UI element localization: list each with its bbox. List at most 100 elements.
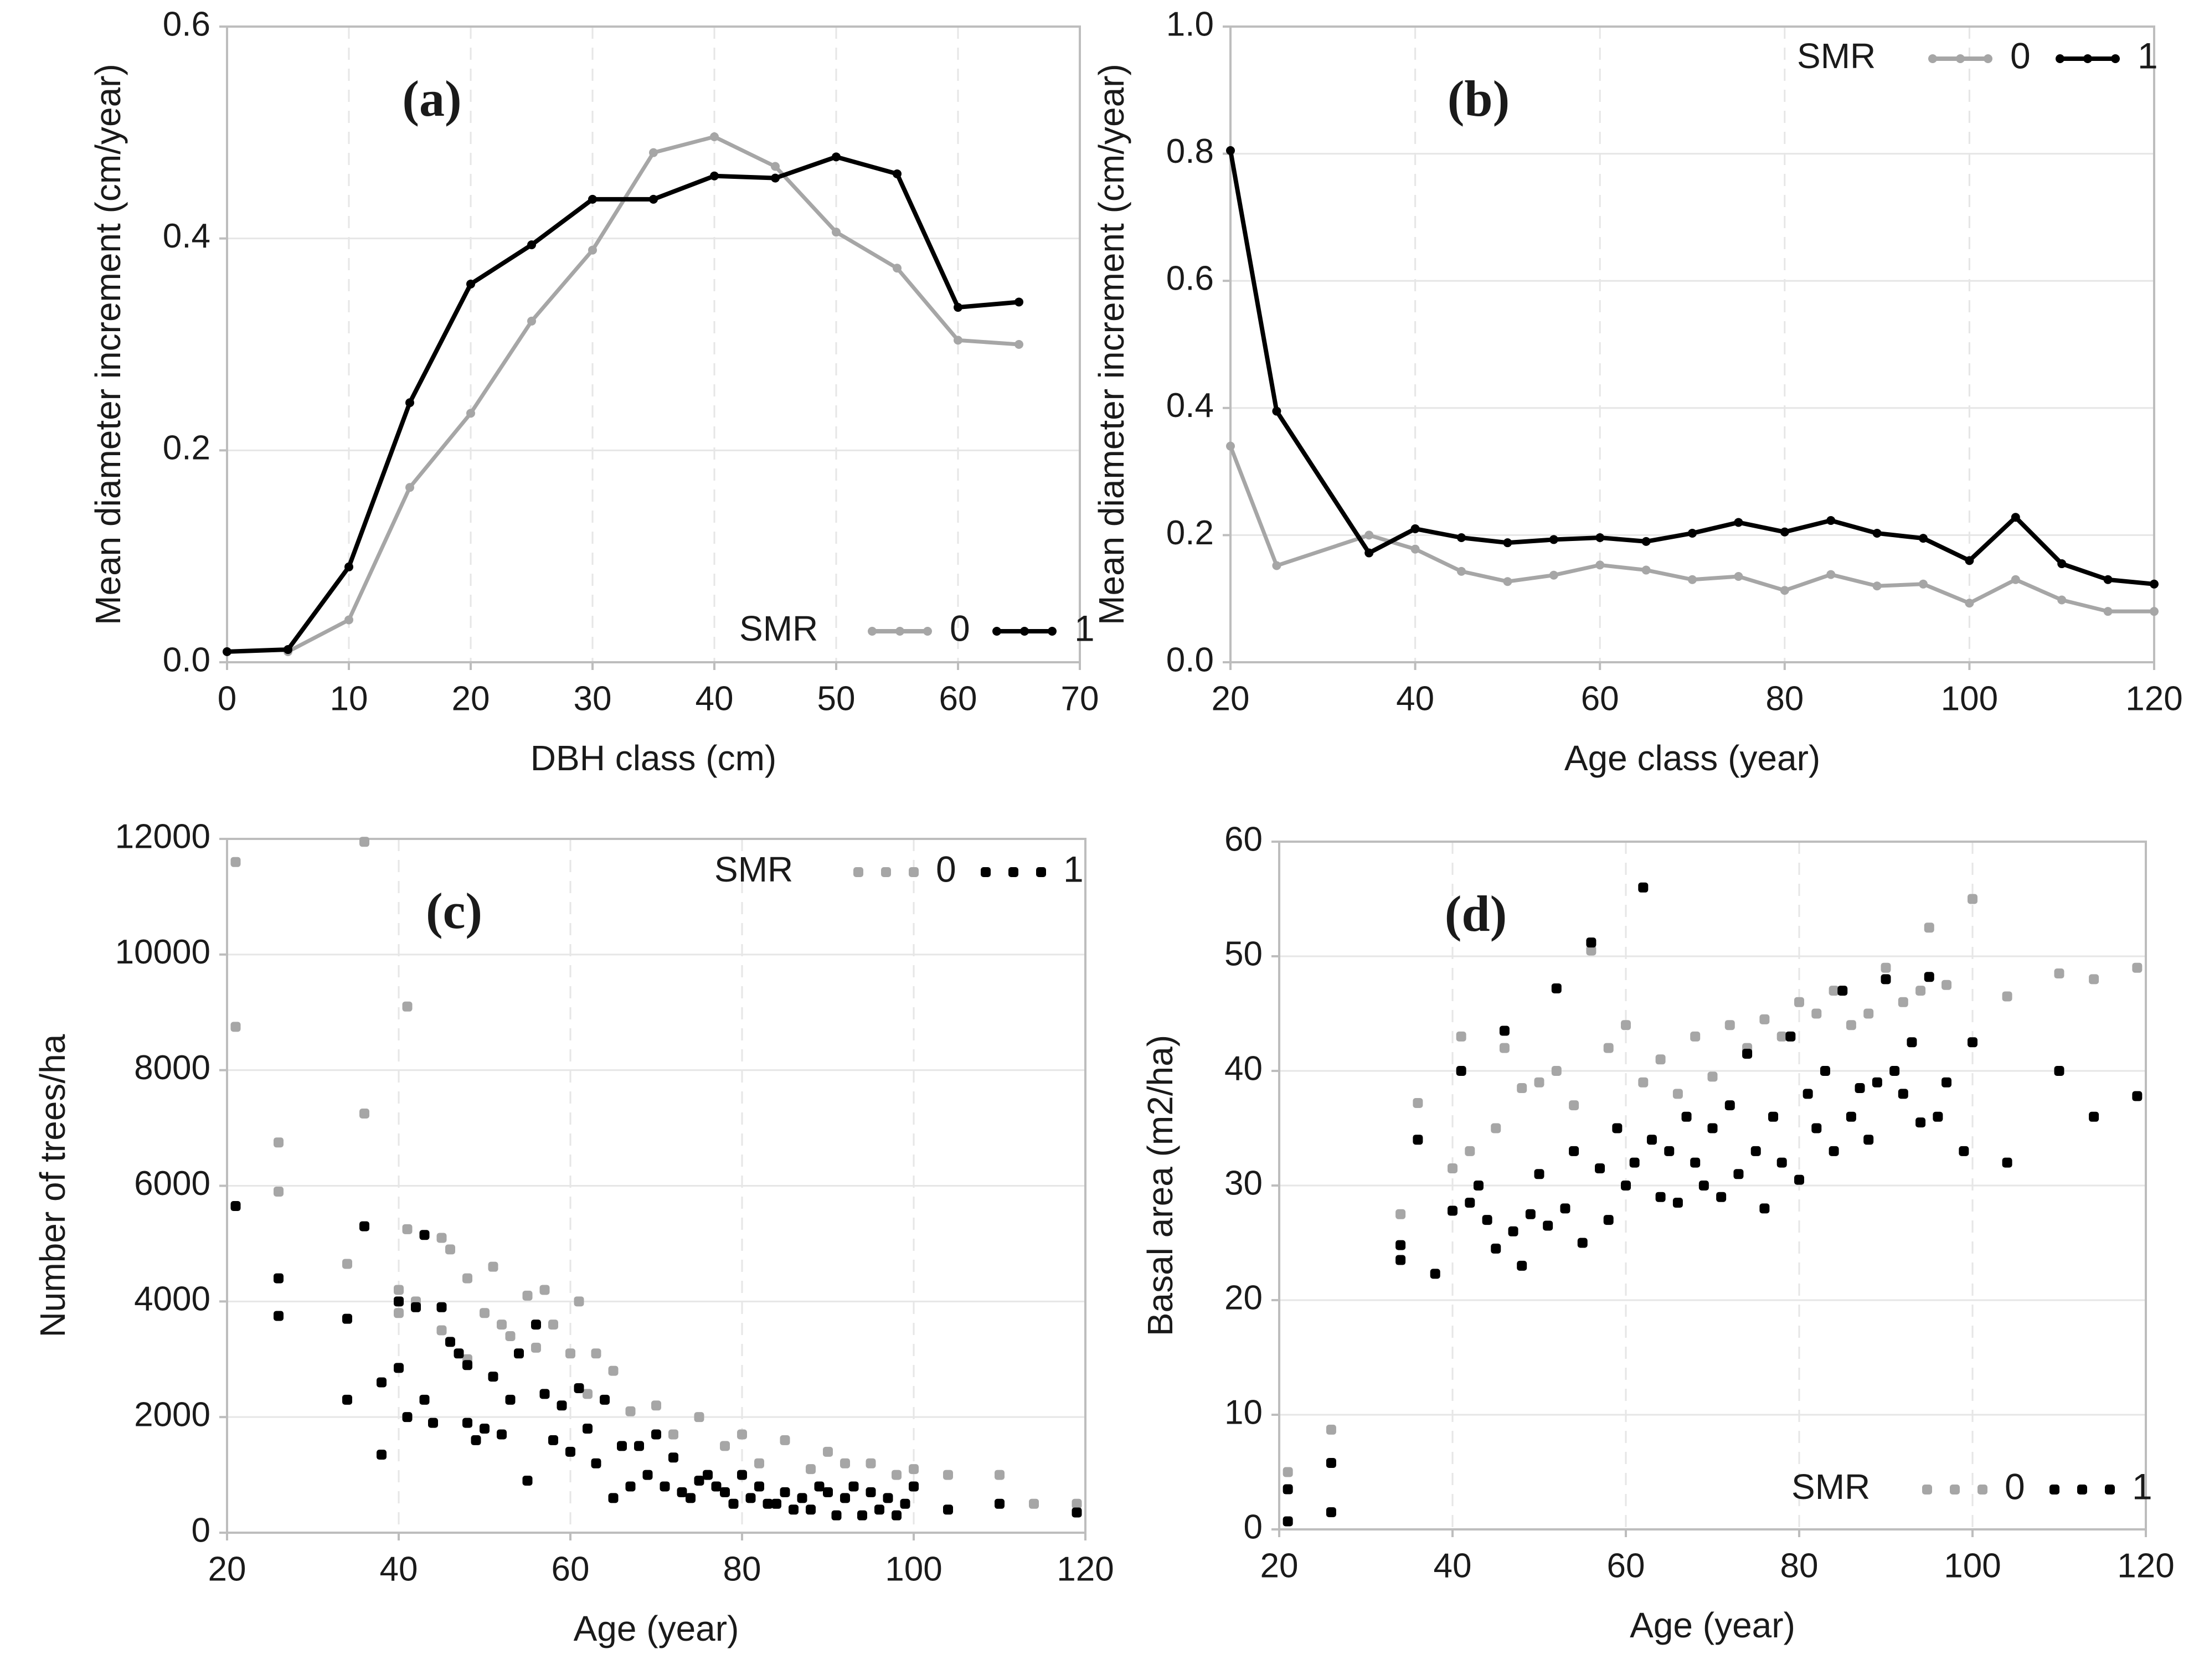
legend: SMR 0 1: [1797, 35, 2158, 76]
x-tick-label: 60: [939, 679, 977, 718]
y-tick-label: 0.6: [163, 5, 210, 43]
scatter-point-smr-1: [1072, 1507, 1082, 1518]
legend-swatch-smr-1: [2049, 1485, 2059, 1495]
scatter-point-smr-1: [1646, 1135, 1657, 1145]
scatter-point-smr-1: [505, 1394, 516, 1405]
scatter-point-smr-1: [686, 1493, 696, 1503]
scatter-point-smr-1: [1603, 1215, 1614, 1225]
x-tick-label: 10: [330, 679, 368, 718]
data-point-smr-0: [1503, 577, 1512, 586]
scatter-point-smr-0: [1551, 1066, 1562, 1076]
scatter-point-smr-0: [548, 1320, 558, 1330]
scatter-point-smr-0: [539, 1285, 550, 1295]
scatter-point-smr-1: [1499, 1025, 1510, 1036]
plot-frame: [1229, 25, 2155, 663]
scatter-point-smr-1: [823, 1487, 833, 1497]
scatter-point-smr-0: [1829, 986, 1839, 996]
data-point-smr-0: [1872, 581, 1882, 591]
scatter-point-smr-1: [583, 1424, 593, 1434]
scatter-point-smr-0: [943, 1470, 953, 1480]
x-tick-label: 80: [723, 1550, 761, 1588]
scatter-point-smr-1: [548, 1435, 558, 1445]
x-tick-label: 40: [1396, 679, 1434, 718]
legend-label-smr-1: 1: [1063, 848, 1084, 889]
scatter-point-smr-0: [1690, 1031, 1701, 1042]
scatter-point-smr-1: [1846, 1111, 1856, 1122]
scatter-point-smr-0: [625, 1406, 636, 1416]
x-tick-label: 50: [817, 679, 856, 718]
scatter-point-smr-1: [377, 1377, 387, 1388]
scatter-point-smr-1: [943, 1504, 953, 1515]
data-point-smr-0: [588, 245, 597, 255]
scatter-point-smr-0: [359, 837, 369, 847]
scatter-point-smr-1: [565, 1446, 575, 1457]
y-tick-label: 50: [1224, 935, 1263, 973]
scatter-point-smr-1: [1863, 1135, 1874, 1145]
scatter-point-smr-1: [1794, 1174, 1804, 1185]
y-axis-title: Mean diameter increment (cm/year): [1091, 64, 1131, 625]
legend-swatch-dot: [923, 627, 932, 636]
x-tick-label: 120: [1057, 1550, 1114, 1588]
x-tick-label: 40: [380, 1550, 418, 1588]
legend-swatch-smr-0: [1922, 1485, 1932, 1495]
scatter-point-smr-1: [634, 1441, 644, 1451]
y-axis-title: Number of trees/ha: [33, 1034, 73, 1337]
series-line-smr-0: [287, 135, 1019, 653]
scatter-point-smr-1: [359, 1221, 369, 1231]
scatter-point-smr-1: [1915, 1117, 1926, 1128]
data-point-smr-1: [1780, 527, 1789, 537]
scatter-point-smr-1: [471, 1435, 481, 1445]
scatter-point-smr-0: [531, 1342, 541, 1353]
legend-swatch-smr-0: [881, 867, 891, 877]
scatter-point-smr-1: [2132, 1091, 2143, 1101]
scatter-point-smr-0: [2132, 962, 2143, 973]
x-tick-label: 80: [1780, 1547, 1819, 1585]
scatter-point-smr-1: [1560, 1203, 1570, 1214]
data-point-smr-0: [527, 316, 536, 326]
scatter-point-smr-1: [1829, 1146, 1839, 1156]
scatter-point-smr-1: [1395, 1255, 1406, 1265]
legend-swatch-dot: [1048, 627, 1057, 636]
x-tick-label: 80: [1765, 679, 1804, 718]
scatter-point-smr-1: [668, 1452, 678, 1463]
data-point-smr-0: [1919, 579, 1928, 589]
scatter-point-smr-1: [342, 1394, 352, 1405]
panel-label: (a): [402, 70, 461, 127]
legend-label-smr-0: 0: [936, 848, 956, 889]
y-tick-label: 8000: [134, 1049, 210, 1087]
scatter-point-smr-0: [1638, 1077, 1649, 1088]
legend-swatch-dot: [2083, 54, 2092, 63]
x-tick-label: 60: [1581, 679, 1619, 718]
scatter-point-smr-1: [1768, 1111, 1779, 1122]
scatter-point-smr-0: [1603, 1043, 1614, 1053]
data-point-smr-0: [1965, 599, 1974, 608]
scatter-point-smr-1: [1551, 983, 1562, 993]
data-point-smr-1: [405, 398, 414, 408]
scatter-point-smr-1: [1465, 1198, 1475, 1208]
data-point-smr-0: [1826, 570, 1836, 579]
legend-swatch-smr-1: [2077, 1485, 2087, 1495]
data-point-smr-0: [1410, 544, 1420, 554]
scatter-point-smr-1: [660, 1481, 670, 1492]
scatter-point-smr-1: [1638, 882, 1649, 893]
scatter-point-smr-1: [591, 1458, 601, 1468]
scatter-point-smr-1: [1612, 1123, 1623, 1133]
scatter-point-smr-0: [230, 857, 241, 867]
scatter-point-smr-1: [1482, 1215, 1492, 1225]
y-tick-label: 0.6: [1166, 260, 1214, 298]
scatter-point-smr-1: [1681, 1111, 1692, 1122]
scatter-point-smr-1: [1933, 1111, 1943, 1122]
panel-label: (d): [1445, 885, 1507, 942]
scatter-point-smr-1: [909, 1481, 919, 1492]
scatter-point-smr-1: [1837, 986, 1848, 996]
scatter-point-smr-1: [763, 1498, 773, 1509]
y-tick-label: 0.4: [1166, 386, 1214, 425]
scatter-point-smr-1: [394, 1363, 404, 1373]
x-tick-label: 40: [696, 679, 734, 718]
scatter-point-smr-1: [694, 1476, 704, 1486]
y-tick-label: 0.0: [163, 641, 210, 679]
scatter-point-smr-1: [789, 1504, 799, 1515]
scatter-point-smr-1: [625, 1481, 636, 1492]
data-point-smr-1: [893, 169, 902, 178]
